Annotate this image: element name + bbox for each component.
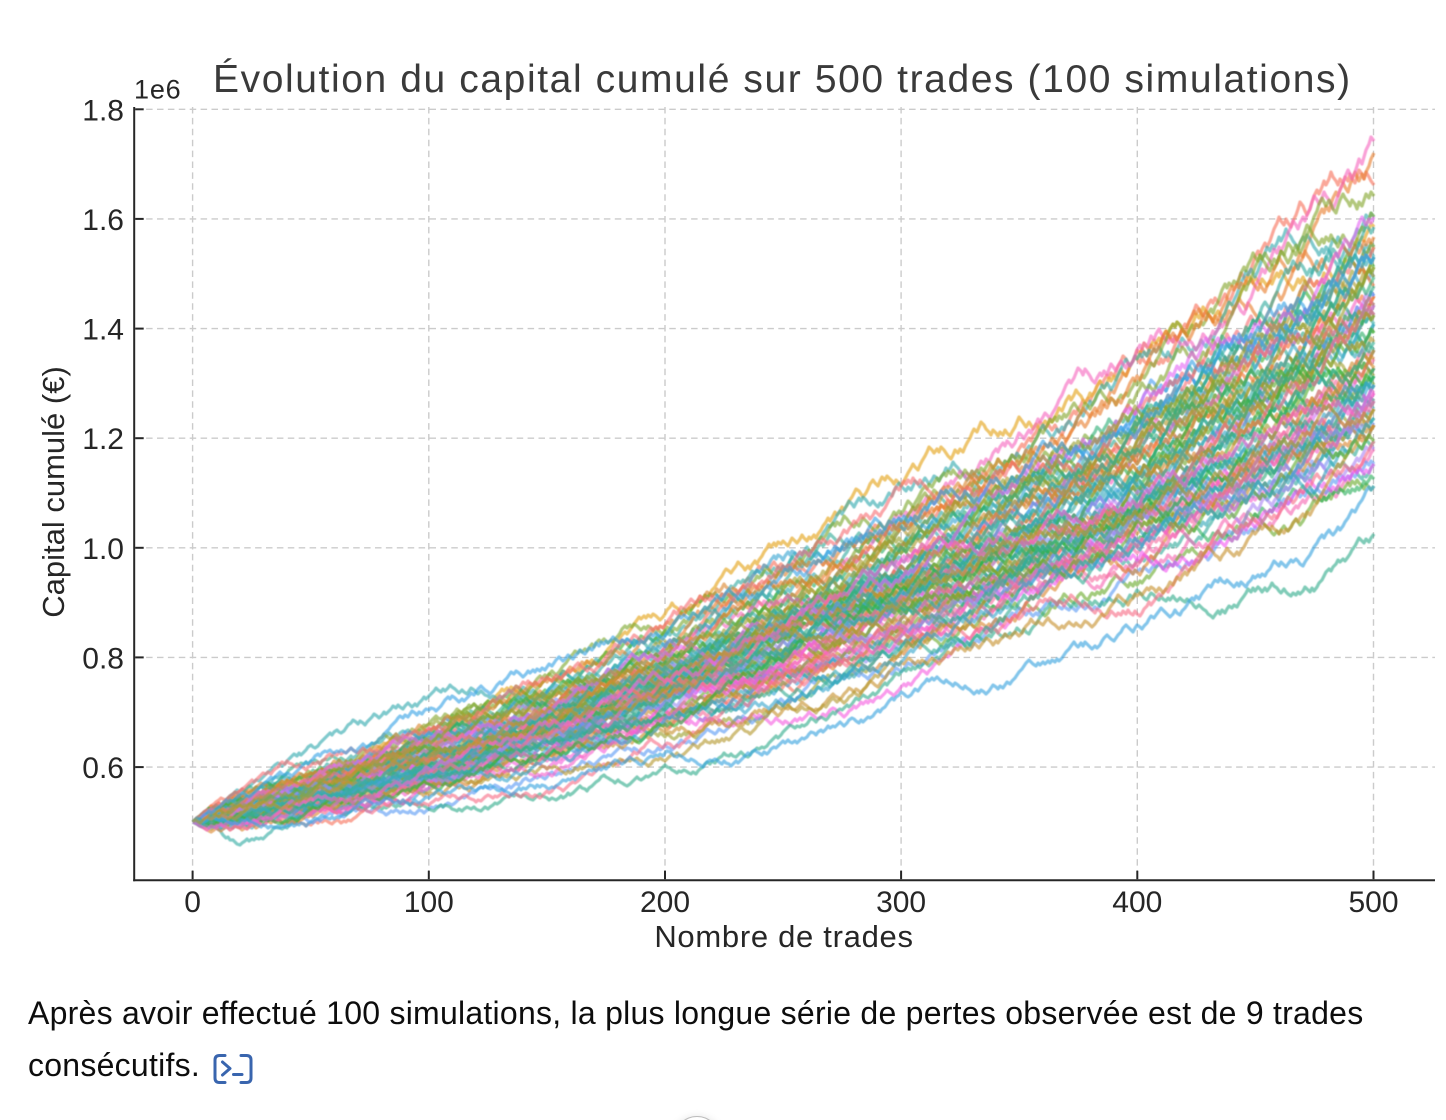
svg-text:500: 500 — [1348, 886, 1398, 919]
svg-text:100: 100 — [404, 886, 454, 919]
svg-text:400: 400 — [1112, 886, 1162, 919]
svg-text:Nombre de trades: Nombre de trades — [654, 919, 913, 954]
svg-text:1.6: 1.6 — [82, 204, 124, 237]
svg-text:1e6: 1e6 — [134, 75, 181, 105]
svg-text:1.0: 1.0 — [82, 533, 124, 566]
svg-text:1.2: 1.2 — [82, 423, 124, 456]
svg-text:1.4: 1.4 — [82, 314, 124, 347]
svg-text:Capital cumulé (€): Capital cumulé (€) — [36, 366, 71, 618]
svg-text:300: 300 — [876, 886, 926, 919]
svg-text:0.8: 0.8 — [82, 642, 124, 675]
svg-text:200: 200 — [640, 886, 690, 919]
svg-text:1.8: 1.8 — [82, 94, 124, 127]
svg-text:0: 0 — [184, 886, 201, 919]
svg-text:Évolution du capital cumulé su: Évolution du capital cumulé sur 500 trad… — [213, 58, 1352, 101]
svg-text:0.6: 0.6 — [82, 752, 124, 785]
